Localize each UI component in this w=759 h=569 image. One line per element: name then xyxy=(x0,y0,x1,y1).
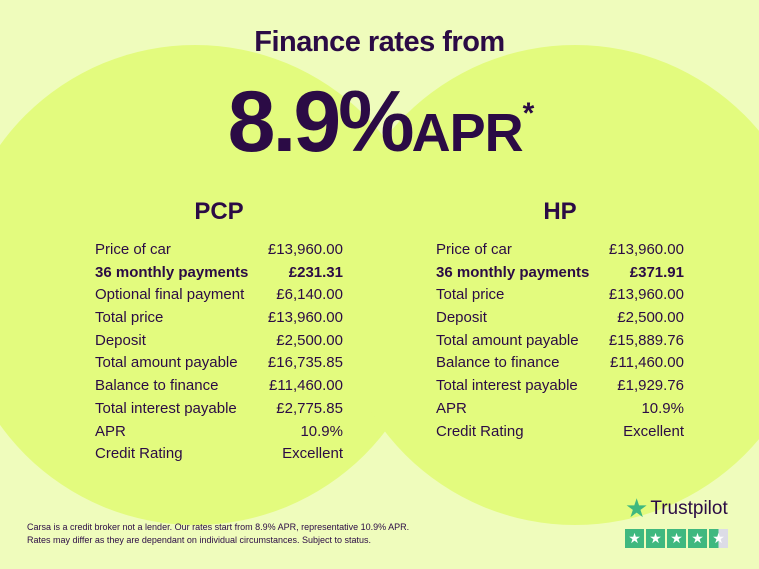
table-row: Total interest payable £1,929.76 xyxy=(436,375,684,398)
plan-title: PCP xyxy=(194,198,244,225)
row-value: £13,960.00 xyxy=(608,286,684,304)
table-row: APR 10.9% xyxy=(95,421,343,444)
row-label: Credit Rating xyxy=(436,422,524,440)
table-row: Total price £13,960.00 xyxy=(436,284,684,307)
table-row: Price of car £13,960.00 xyxy=(436,239,684,262)
table-row: 36 monthly payments £371.91 xyxy=(436,262,684,285)
row-value: 10.9% xyxy=(300,422,343,440)
row-label: Total price xyxy=(95,309,164,327)
row-value: £231.31 xyxy=(288,263,343,281)
disclaimer-line: Rates may differ as they are dependant o… xyxy=(27,535,372,545)
row-value: £13,960.00 xyxy=(267,241,343,258)
disclaimer-line: Carsa is a credit broker not a lender. O… xyxy=(27,522,410,532)
trustpilot-name: Trustpilot xyxy=(650,497,728,519)
row-label: Price of car xyxy=(436,241,512,258)
rating-stars: ★ ★ ★ ★ ★ xyxy=(625,529,728,548)
row-label: Total amount payable xyxy=(95,354,238,372)
row-label: APR xyxy=(436,399,467,417)
star-icon: ★ xyxy=(646,529,665,548)
row-value: Excellent xyxy=(623,422,684,440)
table-row: Optional final payment £6,140.00 xyxy=(95,284,343,307)
table-row: Total price £13,960.00 xyxy=(95,307,343,330)
table-row: Price of car £13,960.00 xyxy=(95,239,343,262)
hp-plan: HP Price of car £13,960.00 36 monthly payme… xyxy=(436,198,684,443)
row-label: 36 monthly payments xyxy=(95,263,249,281)
plan-title: HP xyxy=(543,198,577,225)
row-label: Total price xyxy=(436,286,505,304)
row-value: £6,140.00 xyxy=(276,286,343,304)
row-value: £2,500.00 xyxy=(276,331,343,349)
row-value: £11,460.00 xyxy=(610,354,684,372)
table-row: 36 monthly payments £231.31 xyxy=(95,262,343,285)
row-label: Price of car xyxy=(95,241,171,258)
table-row: Credit Rating Excellent xyxy=(95,443,343,466)
row-label: Total interest payable xyxy=(436,377,578,395)
row-value: £11,460.00 xyxy=(269,377,343,395)
rate-headline: 8.9%APR* xyxy=(0,64,759,183)
row-label: Deposit xyxy=(95,331,146,349)
star-icon: ★ xyxy=(667,529,686,548)
apr-label: APR xyxy=(411,103,524,163)
row-value: 10.9% xyxy=(641,399,684,417)
row-label: APR xyxy=(95,422,126,440)
table-row: Credit Rating Excellent xyxy=(436,421,684,444)
asterisk: * xyxy=(522,97,535,130)
table-row: Deposit £2,500.00 xyxy=(95,330,343,353)
star-icon: ★ xyxy=(709,529,728,548)
row-label: Deposit xyxy=(436,309,487,327)
table-row: Balance to finance £11,460.00 xyxy=(436,352,684,375)
row-value: £16,735.85 xyxy=(267,354,343,372)
row-value: £13,960.00 xyxy=(608,241,684,258)
table-row: APR 10.9% xyxy=(436,398,684,421)
table-row: Total amount payable £16,735.85 xyxy=(95,352,343,375)
pcp-plan: PCP Price of car £13,960.00 36 monthly paym… xyxy=(95,198,343,466)
row-label: Credit Rating xyxy=(95,445,183,463)
row-value: £15,889.76 xyxy=(608,331,684,349)
row-label: Total interest payable xyxy=(95,399,237,417)
table-row: Total amount payable £15,889.76 xyxy=(436,330,684,353)
star-icon: ★ xyxy=(625,529,644,548)
rate: 8.9% xyxy=(227,74,415,170)
row-value: £371.91 xyxy=(629,263,684,281)
background-circle-right xyxy=(335,45,759,525)
row-label: Balance to finance xyxy=(436,354,560,372)
disclaimer: Carsa is a credit broker not a lender. O… xyxy=(27,521,409,547)
trustpilot-star-icon: ★ xyxy=(625,493,649,523)
star-icon: ★ xyxy=(688,529,707,548)
row-value: £2,500.00 xyxy=(617,309,684,327)
table-row: Total interest payable £2,775.85 xyxy=(95,398,343,421)
row-label: Optional final payment xyxy=(95,286,245,304)
row-value: £1,929.76 xyxy=(617,377,684,395)
row-label: Balance to finance xyxy=(95,377,219,395)
table-row: Balance to finance £11,460.00 xyxy=(95,375,343,398)
row-label: Total amount payable xyxy=(436,331,579,349)
row-value: Excellent xyxy=(282,445,343,463)
row-value: £13,960.00 xyxy=(267,309,343,327)
trustpilot-badge[interactable]: ★ Trustpilot ★ ★ ★ ★ ★ xyxy=(625,493,728,548)
row-label: 36 monthly payments xyxy=(436,263,590,281)
headline: Finance rates from xyxy=(254,26,505,58)
row-value: £2,775.85 xyxy=(276,399,343,417)
table-row: Deposit £2,500.00 xyxy=(436,307,684,330)
